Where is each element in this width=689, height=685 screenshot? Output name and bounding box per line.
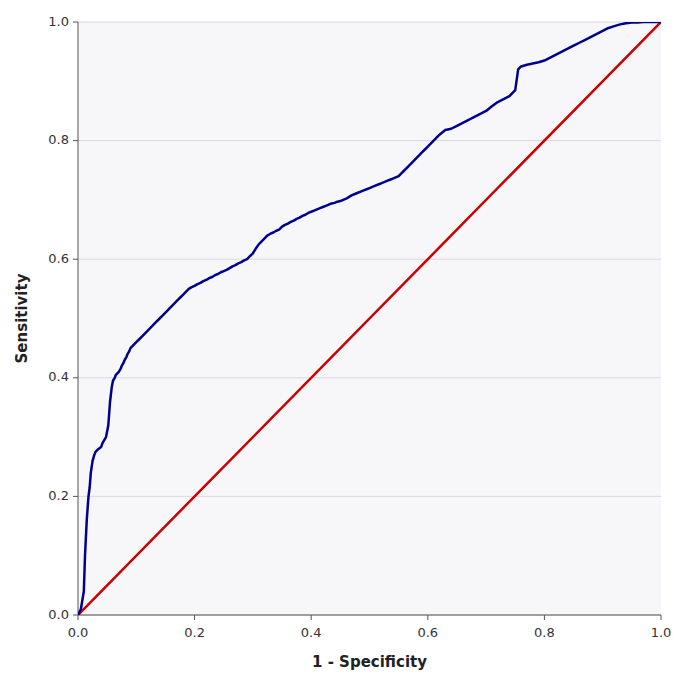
tick-mark — [427, 615, 428, 620]
tick-label: 0.2 — [184, 625, 205, 640]
tick-mark — [194, 615, 195, 620]
grid-line — [78, 140, 661, 141]
chart: 0.0 0.2 0.4 0.6 0.8 1.0 0.0 0.2 0.4 0.6 0.8 1.0 1 - … — [0, 0, 689, 685]
tick-label: 0.6 — [48, 251, 69, 266]
tick-mark — [661, 615, 662, 620]
y-axis-line — [78, 22, 79, 615]
tick-mark — [311, 615, 312, 620]
tick-label: 0.0 — [48, 607, 69, 622]
series-line — [78, 22, 661, 615]
grid-line — [78, 22, 661, 23]
grid-line — [78, 615, 661, 616]
tick-mark — [73, 140, 78, 141]
tick-label: 0.8 — [48, 132, 69, 147]
tick-label: 1.0 — [651, 625, 672, 640]
grid-line — [78, 496, 661, 497]
grid-line — [78, 377, 661, 378]
grid — [78, 22, 661, 615]
tick-mark — [73, 615, 78, 616]
tick-label: 0.4 — [48, 369, 69, 384]
tick-mark — [73, 259, 78, 260]
plot-background — [78, 22, 661, 615]
tick-mark — [78, 615, 79, 620]
x-axis-line — [78, 615, 661, 616]
tick-mark — [73, 377, 78, 378]
grid-line — [78, 259, 661, 260]
series-group — [78, 22, 661, 615]
y-axis-label: Sensitivity — [13, 273, 31, 363]
page: {"chart_data": { "type": "line", "xlabel… — [0, 0, 689, 685]
tick-label: 0.0 — [68, 625, 89, 640]
tick-label: 0.6 — [417, 625, 438, 640]
tick-label: 1.0 — [48, 14, 69, 29]
tick-mark — [73, 496, 78, 497]
x-axis-label: 1 - Specificity — [312, 653, 427, 671]
tick-mark — [73, 22, 78, 23]
tick-label: 0.8 — [534, 625, 555, 640]
series-line — [78, 22, 661, 615]
tick-mark — [544, 615, 545, 620]
axes: 0.0 0.2 0.4 0.6 0.8 1.0 0.0 0.2 0.4 0.6 0.8 1.0 — [48, 14, 671, 641]
tick-label: 0.2 — [48, 488, 69, 503]
tick-label: 0.4 — [301, 625, 322, 640]
